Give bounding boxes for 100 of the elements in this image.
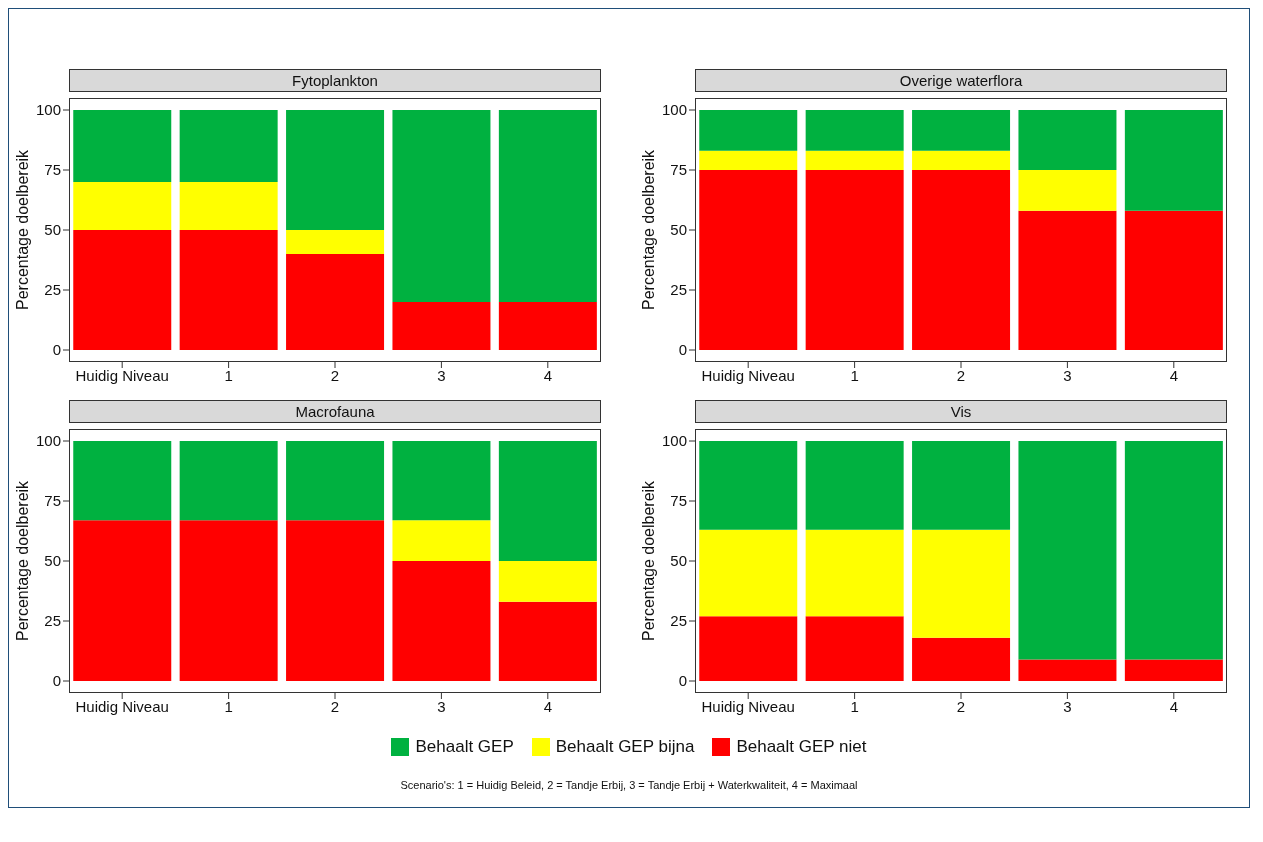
bar: [912, 529, 1011, 638]
bar: [179, 520, 278, 681]
bar: [392, 441, 491, 521]
y-tick-label: 75: [44, 161, 61, 179]
x-tick-label: 3: [437, 366, 446, 384]
bar: [805, 529, 904, 617]
bar: [1018, 110, 1117, 170]
x-tick-label: Huidig Niveau: [75, 697, 169, 715]
y-axis-title: Percentage doelbereik: [639, 148, 657, 310]
x-tick-label: 1: [850, 697, 859, 715]
bar: [805, 616, 904, 681]
y-tick-label: 75: [670, 161, 687, 179]
y-axis-title: Percentage doelbereik: [13, 479, 31, 641]
bar: [912, 441, 1011, 530]
bar: [498, 441, 597, 561]
bar: [179, 110, 278, 182]
bar: [392, 561, 491, 681]
chart-title: Overige waterflora: [695, 69, 1227, 92]
legend-label: Behaalt GEP bijna: [555, 737, 695, 757]
x-tick-label: 3: [437, 697, 446, 715]
x-tick-label: 4: [1169, 366, 1178, 384]
x-tick-label: 1: [850, 366, 859, 384]
y-tick-label: 25: [670, 281, 687, 299]
bar: [1124, 210, 1223, 350]
y-tick-label: 50: [670, 221, 687, 239]
chart-title: Macrofauna: [69, 400, 601, 423]
x-tick-label: 4: [543, 366, 552, 384]
bar: [286, 520, 385, 681]
bar: [73, 182, 172, 230]
x-tick-label: 4: [1169, 697, 1178, 715]
bar: [286, 230, 385, 254]
x-tick-label: 1: [224, 366, 233, 384]
bar: [392, 110, 491, 302]
bar: [179, 182, 278, 230]
y-tick-label: 100: [661, 432, 687, 450]
y-tick-label: 100: [35, 101, 61, 119]
legend-label: Behaalt GEP: [415, 737, 514, 757]
bar: [1124, 441, 1223, 660]
x-tick-label: 4: [543, 697, 552, 715]
bar: [805, 110, 904, 151]
x-tick-label: 2: [956, 366, 966, 384]
y-tick-label: 100: [35, 432, 61, 450]
y-tick-label: 25: [44, 612, 61, 630]
bar: [179, 441, 278, 521]
y-tick-label: 50: [670, 552, 687, 570]
y-tick-label: 0: [52, 672, 61, 690]
y-tick-label: 25: [670, 612, 687, 630]
bar: [73, 230, 172, 350]
y-tick-label: 0: [678, 341, 687, 359]
bar: [498, 601, 597, 681]
bar: [912, 170, 1011, 350]
bar: [1018, 170, 1117, 211]
bar: [73, 520, 172, 681]
y-tick-label: 75: [670, 492, 687, 510]
bar: [73, 441, 172, 521]
bar: [1018, 210, 1117, 350]
x-tick-label: 3: [1063, 366, 1072, 384]
bar: [498, 110, 597, 302]
bar: [286, 441, 385, 521]
bar: [392, 520, 491, 561]
bar: [498, 561, 597, 602]
x-tick-label: 2: [330, 366, 340, 384]
bar: [699, 150, 798, 170]
y-tick-label: 50: [44, 221, 61, 239]
x-tick-label: 2: [330, 697, 340, 715]
x-tick-label: 3: [1063, 697, 1072, 715]
bar: [1124, 659, 1223, 681]
bar: [699, 170, 798, 350]
bar: [179, 230, 278, 350]
bar: [498, 302, 597, 350]
x-tick-label: 1: [224, 697, 233, 715]
bar: [699, 529, 798, 617]
bar: [699, 441, 798, 530]
bar: [699, 110, 798, 151]
bar: [912, 150, 1011, 170]
bar: [912, 110, 1011, 151]
x-tick-label: Huidig Niveau: [75, 366, 169, 384]
bar: [1018, 659, 1117, 681]
bar: [805, 170, 904, 350]
chart-title: Fytoplankton: [69, 69, 601, 92]
y-tick-label: 25: [44, 281, 61, 299]
bar: [805, 150, 904, 170]
x-tick-label: 2: [956, 697, 966, 715]
x-tick-label: Huidig Niveau: [701, 697, 795, 715]
y-tick-label: 0: [678, 672, 687, 690]
bar: [286, 110, 385, 230]
bar: [1018, 441, 1117, 660]
bar: [805, 441, 904, 530]
bar: [699, 616, 798, 681]
y-tick-label: 100: [661, 101, 687, 119]
bar: [286, 254, 385, 350]
text: Scenario's: 1 = Huidig Beleid, 2 = Tandje Erbij, 3 = Tandje Erbij + Waterkwaliteit, 4 = Maximaal: [399, 779, 859, 791]
y-axis-title: Percentage doelbereik: [639, 479, 657, 641]
bar: [73, 110, 172, 182]
x-tick-label: Huidig Niveau: [701, 366, 795, 384]
y-tick-label: 75: [44, 492, 61, 510]
bar: [912, 637, 1011, 681]
y-tick-label: 0: [52, 341, 61, 359]
bar: [392, 302, 491, 350]
bar: [1124, 110, 1223, 211]
